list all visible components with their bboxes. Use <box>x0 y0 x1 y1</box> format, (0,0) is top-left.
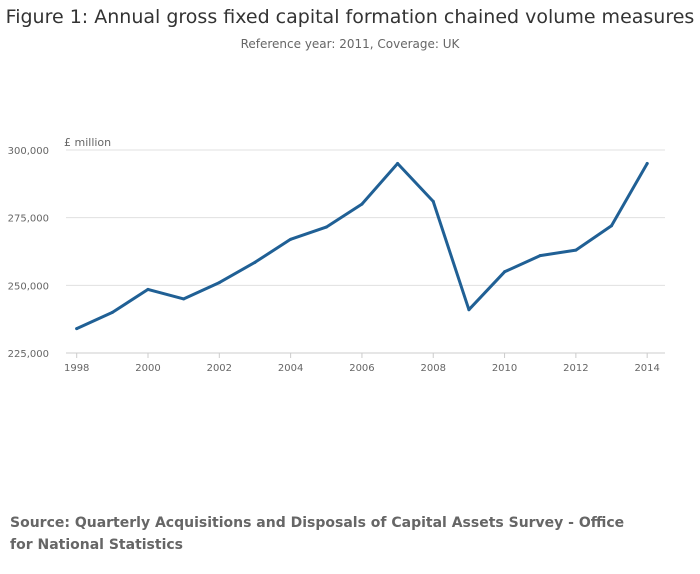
line-chart: 225,000 250,000 275,000 300,000 1998 2000 200… <box>8 136 665 374</box>
x-axis-tick-labels: 1998 2000 2002 2004 2006 2008 2010 2012 2014 <box>64 363 660 374</box>
data-point[interactable] <box>503 270 507 274</box>
series-line <box>75 162 649 331</box>
data-point[interactable] <box>217 281 221 285</box>
x-axis <box>66 352 665 358</box>
x-tick-label: 2006 <box>349 363 374 374</box>
chart-subtitle: Reference year: 2011, Coverage: UK <box>240 37 460 51</box>
data-point[interactable] <box>182 297 186 301</box>
x-tick-label: 2008 <box>421 363 446 374</box>
data-point[interactable] <box>360 202 364 206</box>
x-tick-label: 2012 <box>563 363 588 374</box>
y-axis-unit-label: £ million <box>64 136 111 149</box>
series-layer <box>75 162 649 331</box>
data-point[interactable] <box>574 248 578 252</box>
data-point[interactable] <box>289 237 293 241</box>
data-point[interactable] <box>396 162 400 166</box>
data-point[interactable] <box>75 327 79 331</box>
x-tick-label: 2004 <box>278 363 303 374</box>
data-point[interactable] <box>610 224 614 228</box>
y-axis-tick-labels: 225,000 250,000 275,000 300,000 <box>8 146 49 360</box>
x-tick-label: 2002 <box>207 363 232 374</box>
x-tick-label: 2014 <box>634 363 659 374</box>
data-point[interactable] <box>431 199 435 203</box>
y-tick-label: 250,000 <box>8 281 49 292</box>
data-point[interactable] <box>645 162 649 166</box>
data-point[interactable] <box>467 308 471 312</box>
data-point[interactable] <box>324 225 328 229</box>
y-tick-label: 275,000 <box>8 214 49 225</box>
y-tick-label: 300,000 <box>8 146 49 157</box>
source-note: Source: Quarterly Acquisitions and Dispo… <box>10 515 625 553</box>
x-tick-label: 2010 <box>492 363 517 374</box>
gridlines <box>66 149 665 286</box>
data-point[interactable] <box>110 310 114 314</box>
x-tick-label: 1998 <box>64 363 89 374</box>
data-point[interactable] <box>253 260 257 264</box>
data-point[interactable] <box>538 254 542 258</box>
y-tick-label: 225,000 <box>8 349 49 360</box>
chart-title: Figure 1: Annual gross fixed capital for… <box>5 6 695 28</box>
x-tick-label: 2000 <box>135 363 160 374</box>
data-point[interactable] <box>146 287 150 291</box>
